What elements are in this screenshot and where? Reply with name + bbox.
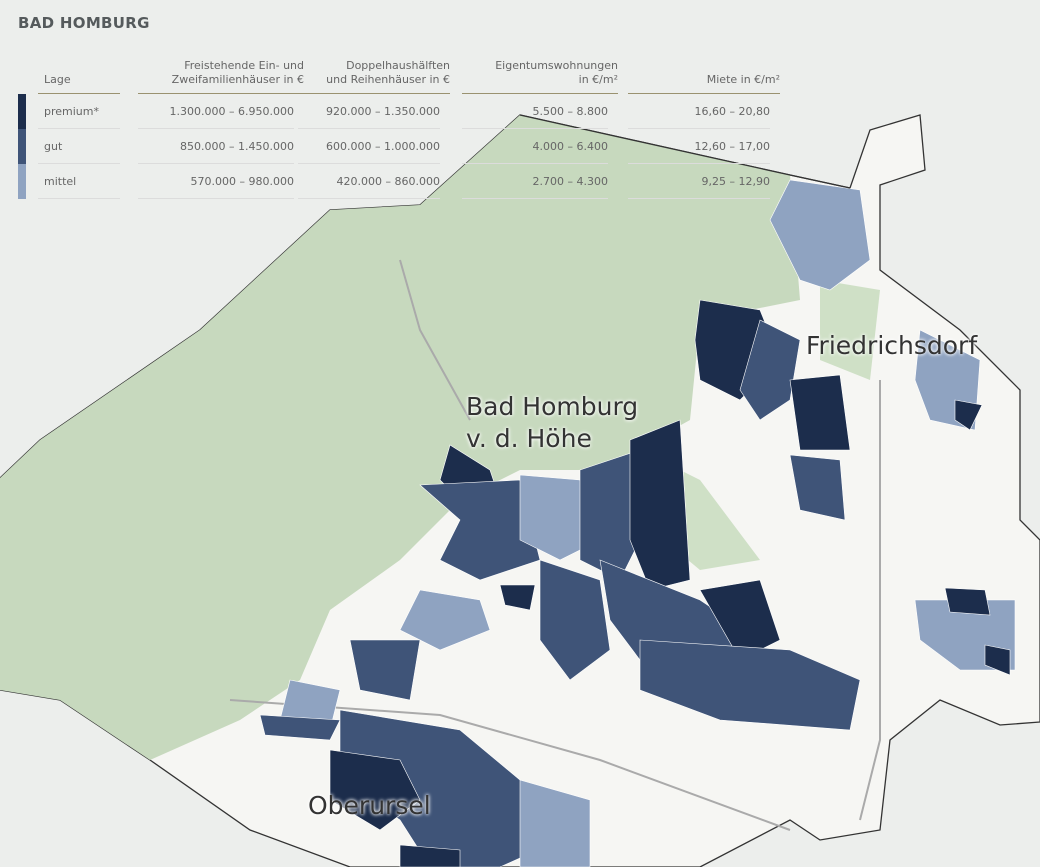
price-zone [499,584,536,611]
price-cell: 1.300.000 – 6.950.000 [138,94,294,129]
price-cell: 16,60 – 20,80 [628,94,770,129]
price-zone [789,454,846,521]
column-header-label: Miete in €/m² [706,73,780,86]
map-label-bad-homburg-suffix: v. d. Höhe [466,424,592,453]
price-zone [519,779,591,867]
price-zone [944,587,991,616]
forest-area [0,115,800,760]
page-title: BAD HOMBURG [18,14,150,32]
price-zone [399,589,491,651]
map-label-friedrichsdorf: Friedrichsdorf [806,331,978,360]
price-zone [629,419,691,591]
price-cell: 4.000 – 6.400 [462,129,608,164]
lage-cell: gut [38,129,120,164]
price-zone [399,844,461,867]
price-cell: 5.500 – 8.800 [462,94,608,129]
price-zone [349,639,421,701]
price-cell: 920.000 – 1.350.000 [298,94,440,129]
map-label-bad-homburg: Bad Homburg [466,392,639,421]
legend-swatch [18,129,26,164]
price-zone [739,319,801,421]
price-cell: 850.000 – 1.450.000 [138,129,294,164]
column-header: Miete in €/m² [628,50,780,94]
price-zone [789,374,851,451]
price-zone [954,399,983,431]
price-zones [259,179,1016,867]
column-header: Doppelhaushälften und Reihenhäuser in € [298,50,450,94]
legend-swatch [18,164,26,199]
column-header: Freistehende Ein- und Zweifamilienhäuser… [138,50,304,94]
column-header-label: Freistehende Ein- und Zweifamilienhäuser… [171,59,304,86]
price-cell: 420.000 – 860.000 [298,164,440,199]
column-header-label: Lage [44,73,71,86]
price-zone [539,559,611,681]
column-header-label: Doppelhaushälften und Reihenhäuser in € [326,59,450,86]
column-header: Lage [38,50,120,94]
price-zone [699,579,781,661]
map-label-oberursel: Oberursel [308,791,431,820]
lage-cell: mittel [38,164,120,199]
price-zone [984,644,1011,676]
price-zone [329,749,421,831]
price-zone [639,639,861,731]
price-cell: 12,60 – 17,00 [628,129,770,164]
column-header: Eigentumswohnungen in €/m² [462,50,618,94]
price-cell: 600.000 – 1.000.000 [298,129,440,164]
price-zone [259,714,341,741]
legend-swatch [18,94,26,129]
price-cell: 570.000 – 980.000 [138,164,294,199]
price-cell: 2.700 – 4.300 [462,164,608,199]
lage-cell: premium* [38,94,120,129]
price-zone [769,179,871,291]
column-header-label: Eigentumswohnungen in €/m² [495,59,618,86]
price-cell: 9,25 – 12,90 [628,164,770,199]
